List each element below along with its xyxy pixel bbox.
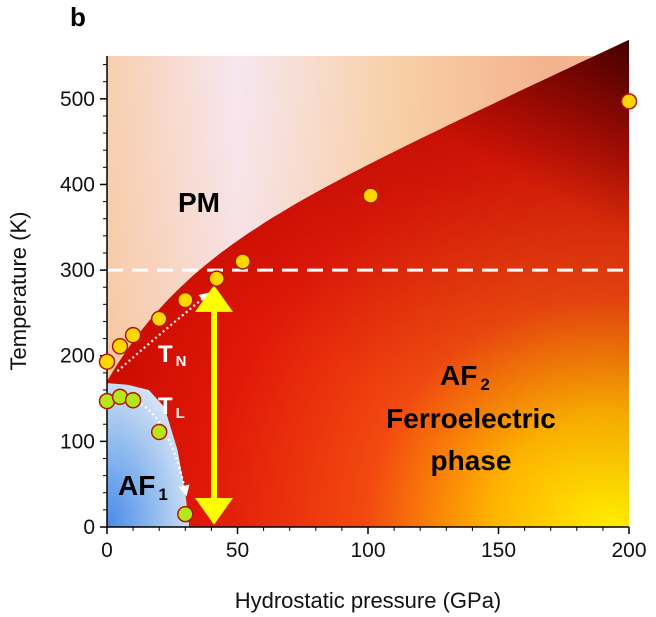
data-point <box>177 291 194 309</box>
y-tick-label: 400 <box>60 173 95 196</box>
data-point <box>150 310 168 328</box>
y-tick-label: 300 <box>60 259 95 282</box>
x-tick-label: 150 <box>481 539 516 562</box>
overlay-layer <box>107 268 629 525</box>
data-point <box>234 253 251 270</box>
af2-label-line3: phase <box>431 445 512 476</box>
y-tick-label: 200 <box>60 345 95 368</box>
data-point <box>620 93 638 110</box>
af2-region-dark-shade <box>107 39 629 528</box>
data-point <box>98 353 116 370</box>
x-tick-label: 0 <box>101 539 113 562</box>
tl-label-subscript: L <box>176 405 185 422</box>
data-point <box>208 270 225 287</box>
pressure-arrow-head-down <box>195 498 233 525</box>
x-axis-title: Hydrostatic pressure (GPa) <box>235 588 502 613</box>
data-point <box>124 392 142 409</box>
af2-label-main: AF <box>440 360 477 391</box>
data-point <box>177 505 194 523</box>
y-tick-label: 0 <box>83 516 95 539</box>
af2-label: AF 2 <box>440 360 490 394</box>
data-point <box>362 187 379 204</box>
tl-label-main: T <box>158 393 173 420</box>
af1-label-subscript: 1 <box>158 485 167 504</box>
data-point <box>124 326 142 344</box>
af1-region <box>107 383 190 527</box>
pressure-arrow-head-up <box>195 285 233 312</box>
tn-dotted-arrow <box>116 292 211 372</box>
af1-label: AF 1 <box>118 470 168 504</box>
y-tick-label: 500 <box>60 88 95 111</box>
x-tick-label: 200 <box>611 539 646 562</box>
axes: 0 100 200 300 400 500 0 50 100 150 200 Hydrostatic … <box>6 2 647 613</box>
tn-label-main: T <box>158 341 173 368</box>
af1-label-main: AF <box>118 470 155 501</box>
plot-area <box>107 39 629 528</box>
x-tick-label: 100 <box>350 539 385 562</box>
af2-label-subscript: 2 <box>480 375 489 394</box>
tn-label-subscript: N <box>176 353 187 370</box>
pm-label: PM <box>178 187 220 218</box>
af2-label-line2: Ferroelectric <box>386 403 556 434</box>
y-axis-title: Temperature (K) <box>6 212 31 371</box>
data-point <box>111 338 129 355</box>
data-markers <box>98 93 638 523</box>
x-tick-label: 50 <box>226 539 249 562</box>
data-point <box>150 423 168 441</box>
panel-label: b <box>70 2 86 32</box>
y-tick-label: 100 <box>60 430 95 453</box>
